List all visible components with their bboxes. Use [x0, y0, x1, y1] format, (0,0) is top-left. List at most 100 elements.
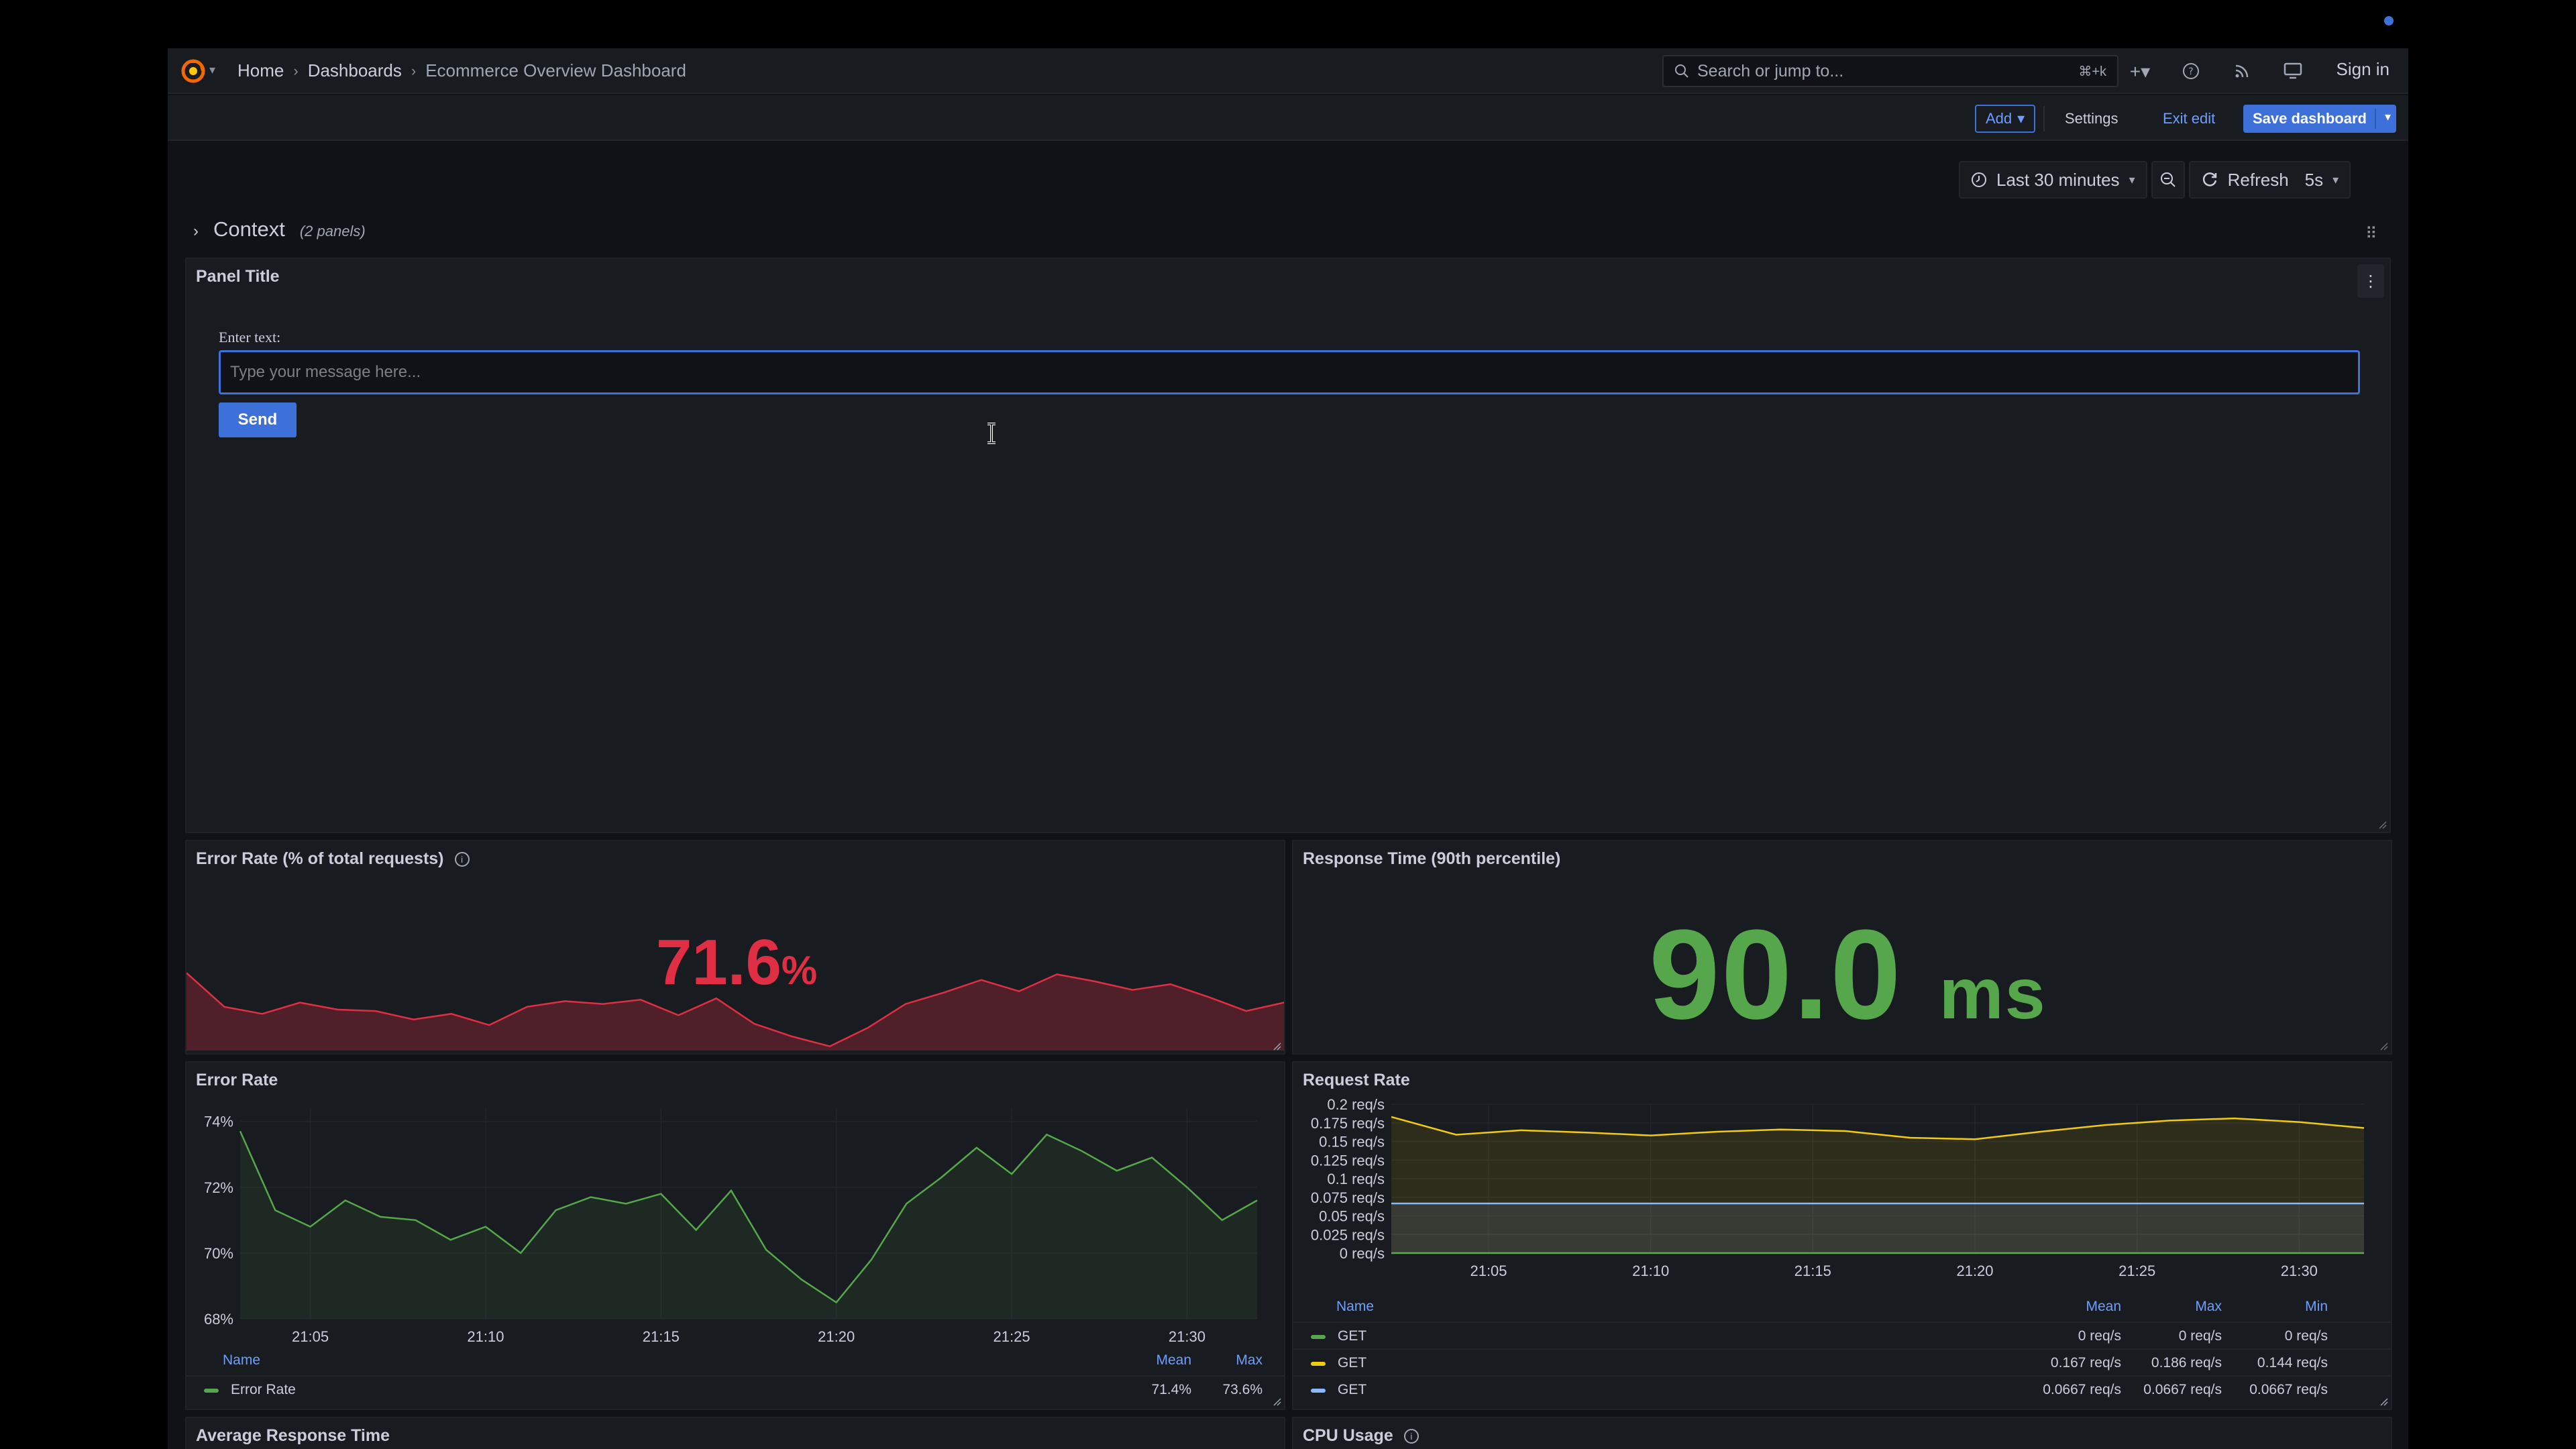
grafana-logo-icon[interactable]	[180, 58, 207, 85]
chevron-right-icon: ›	[411, 62, 417, 79]
legend-header-max[interactable]: Max	[1236, 1352, 1263, 1368]
resize-handle-icon[interactable]	[2377, 820, 2387, 829]
refresh-interval[interactable]: 5s	[2304, 169, 2324, 190]
legend-header: Name Mean Max	[186, 1352, 1284, 1375]
legend-header-name[interactable]: Name	[223, 1352, 261, 1368]
legend-header-max[interactable]: Max	[2195, 1299, 2222, 1314]
x-tick-label: 21:25	[2118, 1263, 2155, 1279]
breadcrumb-home[interactable]: Home	[237, 60, 284, 80]
toolbar-divider	[2043, 106, 2045, 131]
legend-series-max: 73.6%	[1222, 1382, 1263, 1397]
resize-handle-icon[interactable]	[2379, 1397, 2388, 1406]
resize-handle-icon[interactable]	[2379, 1041, 2388, 1051]
time-range-picker[interactable]: Last 30 minutes ▾	[1959, 161, 2147, 199]
legend-header-name[interactable]: Name	[1336, 1299, 1375, 1314]
refresh-button[interactable]: Refresh 5s ▾	[2188, 161, 2351, 199]
y-tick-label: 68%	[204, 1311, 233, 1328]
chevron-down-icon[interactable]: ▾	[209, 63, 216, 76]
send-button[interactable]: Send	[219, 402, 297, 437]
text-cursor-icon	[987, 423, 996, 444]
button-divider	[2375, 109, 2376, 129]
panel-title[interactable]: Panel Title	[196, 267, 280, 286]
legend-series-name: GET	[1338, 1355, 1367, 1371]
series-area	[240, 1131, 1257, 1319]
legend-row[interactable]: GET 0 req/s 0 req/s 0 req/s	[1293, 1322, 2391, 1348]
zoom-out-button[interactable]	[2151, 161, 2185, 199]
error-rate-value: 71.6%	[656, 926, 817, 1000]
top-icons: +▾ ?	[2127, 58, 2306, 85]
row-header[interactable]: › Context (2 panels)	[193, 217, 366, 241]
legend-series-max: 0.0667 req/s	[2143, 1382, 2222, 1397]
breadcrumb: Home › Dashboards › Ecommerce Overview D…	[237, 60, 686, 81]
legend-row[interactable]: GET 0.0667 req/s 0.0667 req/s 0.0667 req/s	[1293, 1375, 2391, 1402]
help-icon[interactable]: ?	[2178, 58, 2204, 85]
legend-header-mean[interactable]: Mean	[1156, 1352, 1191, 1368]
panel-menu-button[interactable]: ⋮	[2357, 264, 2384, 298]
row-title[interactable]: Context	[213, 217, 285, 241]
add-button[interactable]: Add ▾	[1975, 105, 2036, 133]
x-tick-label: 21:20	[1956, 1263, 1993, 1279]
panel-title[interactable]: Error Rate	[196, 1071, 278, 1089]
panel-title[interactable]: Request Rate	[1303, 1071, 1410, 1089]
exit-edit-button[interactable]: Exit edit	[2163, 110, 2216, 127]
legend-row[interactable]: GET 0.167 req/s 0.186 req/s 0.144 req/s	[1293, 1348, 2391, 1375]
panel-title[interactable]: Response Time (90th percentile)	[1303, 849, 1561, 868]
legend-series-max: 0.186 req/s	[2151, 1355, 2222, 1371]
x-tick-label: 21:15	[1794, 1263, 1831, 1279]
error-rate-timeseries-panel: Error Rate 68% 70% 72% 74% 21:05 21:10 21:15 21…	[185, 1061, 1285, 1410]
series-line	[239, 1130, 1258, 1304]
y-tick-label: 0.125 req/s	[1311, 1152, 1385, 1169]
sign-in-link[interactable]: Sign in	[2336, 59, 2390, 79]
search-icon	[1675, 64, 1688, 78]
chart-legend: Name Mean Max Min GET 0 req/s 0 req/s 0 req…	[1293, 1299, 2391, 1402]
y-tick-label: 0 req/s	[1340, 1245, 1385, 1262]
panel-title[interactable]: Error Rate (% of total requests) i	[196, 849, 470, 869]
save-dashboard-button[interactable]: Save dashboard ▾	[2243, 105, 2396, 133]
series-color-swatch	[1311, 1335, 1326, 1339]
search-placeholder: Search or jump to...	[1697, 61, 1844, 80]
stat-value: 90.0	[1649, 904, 1902, 1046]
legend-series-min: 0.0667 req/s	[2249, 1382, 2328, 1397]
message-input[interactable]	[219, 350, 2360, 394]
x-tick-label: 21:10	[467, 1328, 504, 1345]
info-icon[interactable]: i	[454, 852, 470, 867]
chevron-right-icon[interactable]: ›	[193, 222, 199, 240]
request-rate-timeseries-panel: Request Rate 0 req/s 0.025 req/s 0.05 req/…	[1292, 1061, 2392, 1410]
legend-row[interactable]: Error Rate 71.4% 73.6%	[186, 1375, 1284, 1402]
y-tick-label: 72%	[204, 1179, 233, 1196]
resize-handle-icon[interactable]	[1272, 1397, 1281, 1406]
search-input[interactable]: Search or jump to... ⌘+k	[1662, 55, 2118, 87]
legend-header-mean[interactable]: Mean	[2086, 1299, 2121, 1314]
y-tick-label: 0.175 req/s	[1311, 1115, 1385, 1132]
monitor-icon[interactable]	[2279, 58, 2306, 85]
legend-series-mean: 0.167 req/s	[2050, 1355, 2121, 1371]
stat-value: 71.6	[656, 926, 782, 998]
legend-series-mean: 0.0667 req/s	[2043, 1382, 2121, 1397]
panel-title[interactable]: Average Response Time	[196, 1426, 390, 1445]
info-icon[interactable]: i	[1403, 1429, 1419, 1444]
series-color-swatch	[204, 1389, 219, 1393]
grafana-app: ▾ Home › Dashboards › Ecommerce Overview…	[168, 48, 2408, 1449]
y-tick-label: 70%	[204, 1245, 233, 1262]
chevron-down-icon[interactable]: ▾	[2384, 110, 2391, 123]
response-time-stat-panel: Response Time (90th percentile) 90.0 ms	[1292, 840, 2392, 1055]
x-tick-label: 21:25	[994, 1328, 1030, 1345]
panel-title[interactable]: CPU Usage i	[1303, 1426, 1419, 1446]
drag-handle-icon[interactable]: ⠿	[2365, 225, 2377, 243]
save-label: Save dashboard	[2253, 110, 2367, 127]
keyboard-shortcut: ⌘+k	[2078, 64, 2106, 79]
plus-icon[interactable]: +▾	[2129, 60, 2151, 82]
clock-icon	[1972, 172, 1986, 187]
error-rate-sparkline	[186, 972, 1284, 1051]
rss-icon[interactable]	[2229, 58, 2255, 85]
legend-series-mean: 0 req/s	[2078, 1328, 2121, 1344]
stat-unit: ms	[1939, 953, 2047, 1034]
legend-series-min: 0 req/s	[2284, 1328, 2328, 1344]
settings-button[interactable]: Settings	[2065, 110, 2118, 127]
refresh-icon	[2202, 172, 2216, 186]
breadcrumb-dashboards[interactable]: Dashboards	[307, 60, 402, 80]
y-tick-label: 0.2 req/s	[1327, 1096, 1385, 1113]
resize-handle-icon[interactable]	[1272, 1041, 1281, 1051]
legend-header-min[interactable]: Min	[2305, 1299, 2328, 1314]
panel-title-text: Error Rate (% of total requests)	[196, 849, 444, 868]
